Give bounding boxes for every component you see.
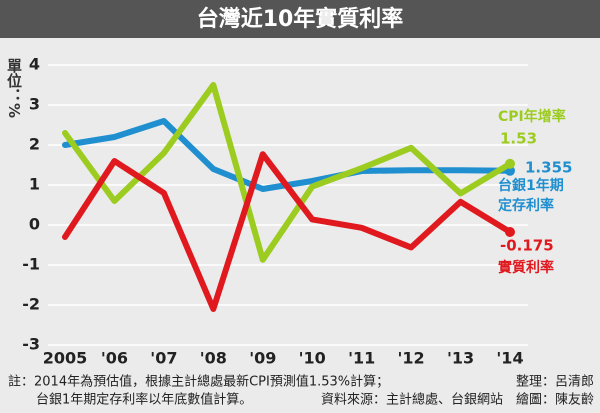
- y-tick-label: 0: [29, 215, 40, 234]
- title-banner: [0, 0, 600, 38]
- series-label: 台銀1年期定存利率: [498, 178, 564, 214]
- value-label: -0.175: [500, 237, 554, 255]
- y-tick-label: 4: [29, 55, 40, 74]
- x-tick-label: '08: [200, 349, 227, 368]
- value-label: 1.355: [525, 159, 572, 177]
- point: [505, 227, 515, 237]
- y-tick-label: -3: [22, 335, 40, 354]
- line: [62, 151, 513, 312]
- y-tick-label: 2: [29, 135, 40, 154]
- x-tick-label: '12: [398, 349, 425, 368]
- y-tick-label: -2: [22, 295, 40, 314]
- series-label: 實質利率: [498, 260, 554, 276]
- point: [505, 158, 515, 169]
- x-tick-label: '11: [348, 349, 375, 368]
- y-tick-label: -1: [22, 255, 40, 274]
- series-label: CPI年增率: [498, 109, 566, 125]
- note: 整理：呂清郎: [516, 375, 594, 390]
- note: 台銀1年期定存利率以年底數值計算。: [36, 392, 252, 408]
- y-tick-label: 1: [29, 175, 40, 194]
- x-tick-label: 2005: [43, 349, 88, 368]
- y-tick-label: 3: [29, 95, 40, 114]
- note: 資料來源：主計總處、台銀網站 繪圖：陳友齡: [321, 392, 594, 408]
- x-tick-label: '10: [299, 349, 326, 368]
- x-tick-label: '06: [101, 349, 128, 368]
- chart-title: 台灣近10年實質利率: [197, 6, 404, 32]
- note: 註：2014年為預估值，根據主計總處最新CPI預測值1.53%計算；: [8, 374, 389, 390]
- x-tick-label: '07: [150, 349, 177, 368]
- x-tick-label: '14: [496, 349, 523, 368]
- x-tick-label: '13: [447, 349, 474, 368]
- x-tick-label: '09: [249, 349, 276, 368]
- y-axis-label: 單位：%: [5, 58, 23, 119]
- value-label: 1.53: [500, 130, 537, 148]
